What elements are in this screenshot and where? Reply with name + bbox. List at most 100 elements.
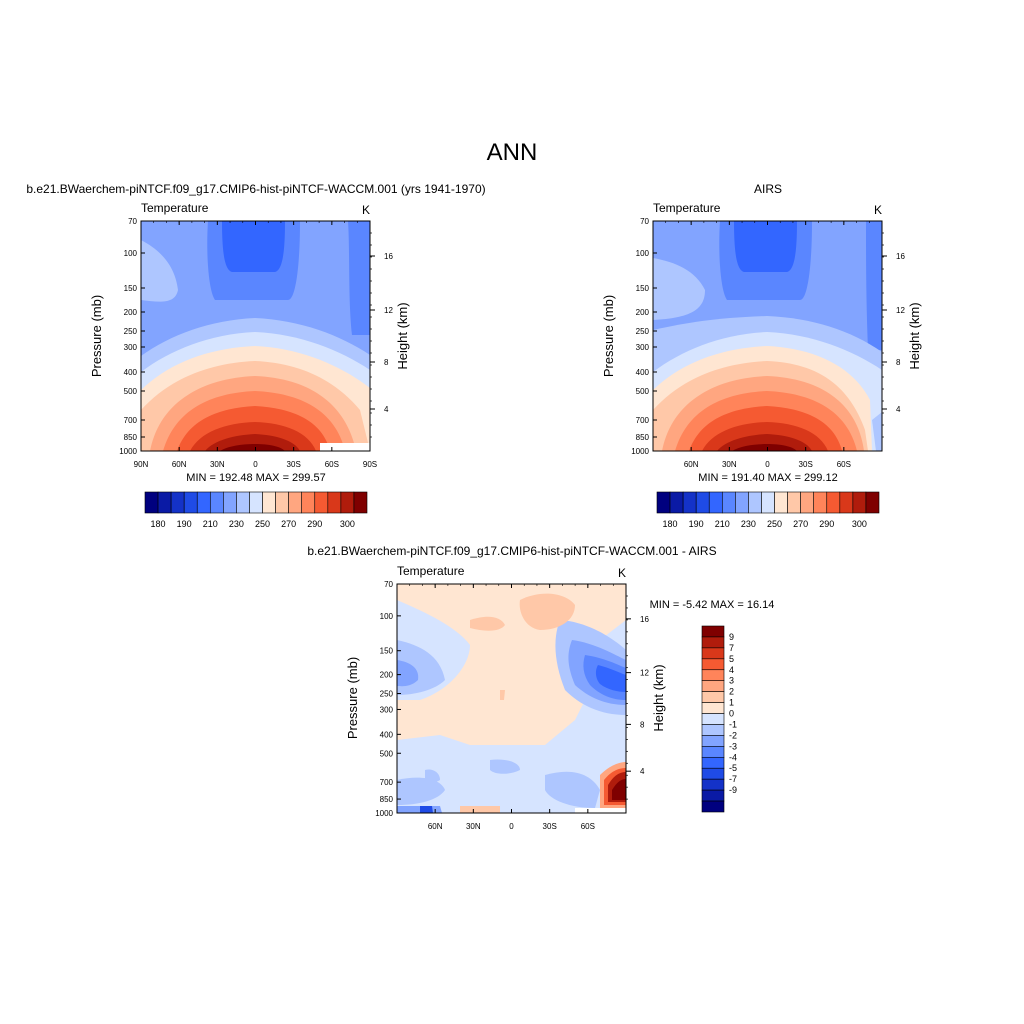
colorbar-swatch bbox=[774, 491, 788, 514]
y-right-tick-label: 16 bbox=[640, 615, 649, 624]
colorbar-label: 5 bbox=[729, 654, 734, 664]
panel-diff-right-label: K bbox=[618, 566, 626, 580]
colorbar-label: 9 bbox=[729, 632, 734, 642]
colorbar-swatch bbox=[275, 491, 289, 514]
x-tick-label: 60N bbox=[428, 822, 443, 831]
y-tick-label: 700 bbox=[380, 778, 394, 787]
colorbar-swatch bbox=[701, 625, 725, 638]
colorbar-swatch bbox=[701, 746, 725, 758]
colorbar-swatch bbox=[852, 491, 867, 514]
y-tick-label: 100 bbox=[380, 612, 394, 621]
colorbar-label: 0 bbox=[729, 709, 734, 719]
y-right-tick-label: 12 bbox=[896, 306, 905, 315]
panel-model-ylabel-right: Height (km) bbox=[395, 302, 410, 369]
y-tick-label: 70 bbox=[128, 217, 137, 226]
y-tick-label: 400 bbox=[124, 368, 138, 377]
y-tick-label: 250 bbox=[380, 690, 394, 699]
colorbar-swatch bbox=[288, 491, 303, 514]
panel-diff-axes: 70 100 150 200 250 300 400 500 700 850 1000 16 12 8 4 6… bbox=[375, 580, 649, 831]
colorbar-swatch bbox=[748, 491, 762, 514]
x-tick-label: 30N bbox=[210, 460, 225, 469]
panel-model-axes: 70 100 150 200 250 300 400 500 700 850 1000 16 12 8 4 9… bbox=[119, 217, 393, 469]
colorbar-swatch bbox=[170, 491, 185, 514]
colorbar-swatch bbox=[761, 491, 775, 514]
y-tick-label: 150 bbox=[636, 284, 650, 293]
colorbar-swatch bbox=[157, 491, 172, 514]
colorbar-swatch bbox=[301, 491, 316, 514]
panel-model-stats: MIN = 192.48 MAX = 299.57 bbox=[186, 472, 325, 484]
x-tick-label: 60S bbox=[325, 460, 339, 469]
colorbar-label: 2 bbox=[729, 687, 734, 697]
colorbar-label: 290 bbox=[307, 519, 322, 529]
colorbar-label: 3 bbox=[729, 676, 734, 686]
y-right-tick-label: 4 bbox=[384, 405, 389, 414]
colorbar-label: -4 bbox=[729, 752, 737, 762]
colorbar-label: 230 bbox=[741, 519, 756, 529]
panel-model-contours bbox=[141, 221, 370, 451]
colorbar-swatch bbox=[223, 491, 237, 514]
panel-model-colorbar: 180 190 210 230 250 270 290 300 bbox=[144, 491, 368, 529]
colorbar-swatch bbox=[701, 702, 725, 714]
colorbar-swatch bbox=[701, 724, 725, 736]
y-tick-label: 700 bbox=[636, 416, 650, 425]
y-tick-label: 200 bbox=[124, 308, 138, 317]
colorbar-label: 300 bbox=[340, 519, 355, 529]
y-right-tick-label: 4 bbox=[640, 767, 645, 776]
panel-model-ylabel: Pressure (mb) bbox=[89, 295, 104, 377]
y-tick-label: 200 bbox=[380, 671, 394, 680]
colorbar-swatch bbox=[701, 778, 725, 791]
colorbar-swatch bbox=[314, 491, 329, 514]
colorbar-swatch bbox=[701, 713, 725, 725]
x-tick-label: 30S bbox=[799, 460, 813, 469]
colorbar-swatch bbox=[701, 647, 725, 660]
colorbar-label: 270 bbox=[281, 519, 296, 529]
colorbar-swatch bbox=[669, 491, 684, 514]
colorbar-label: 290 bbox=[819, 519, 834, 529]
y-right-tick-label: 12 bbox=[384, 306, 393, 315]
x-tick-label: 30N bbox=[722, 460, 737, 469]
colorbar-swatch bbox=[865, 491, 880, 514]
colorbar-swatch bbox=[262, 491, 276, 514]
panel-airs-contours bbox=[653, 221, 882, 451]
x-tick-label: 30N bbox=[466, 822, 481, 831]
colorbar-swatch bbox=[249, 491, 263, 514]
colorbar-label: 4 bbox=[729, 665, 734, 675]
panel-diff-ylabel-right: Height (km) bbox=[651, 664, 666, 731]
x-tick-label: 60N bbox=[172, 460, 187, 469]
y-tick-label: 850 bbox=[380, 795, 394, 804]
colorbar-swatch bbox=[695, 491, 710, 514]
colorbar-label: 210 bbox=[203, 519, 218, 529]
colorbar-swatch bbox=[813, 491, 828, 514]
colorbar-label: 270 bbox=[793, 519, 808, 529]
colorbar-label: -1 bbox=[729, 719, 737, 729]
colorbar-swatch bbox=[144, 491, 159, 514]
x-tick-label: 90S bbox=[363, 460, 377, 469]
y-tick-label: 500 bbox=[380, 749, 394, 758]
panel-airs-colorbar: 180 190 210 230 250 270 290 300 bbox=[656, 491, 880, 529]
panel-airs-axes: 70 100 150 200 250 300 400 500 700 850 1000 16 12 8 4 6… bbox=[631, 217, 905, 469]
y-tick-label: 400 bbox=[380, 730, 394, 739]
colorbar-label: -5 bbox=[729, 763, 737, 773]
x-tick-label: 0 bbox=[253, 460, 258, 469]
panel-airs-ylabel-right: Height (km) bbox=[907, 302, 922, 369]
y-tick-label: 850 bbox=[124, 433, 138, 442]
colorbar-label: 250 bbox=[767, 519, 782, 529]
panel-model-right-label: K bbox=[362, 203, 370, 217]
panel-diff-title: b.e21.BWaerchem-piNTCF.f09_g17.CMIP6-his… bbox=[307, 544, 716, 558]
y-tick-label: 400 bbox=[636, 368, 650, 377]
y-tick-label: 500 bbox=[636, 387, 650, 396]
colorbar-label: -2 bbox=[729, 730, 737, 740]
panel-airs-left-label: Temperature bbox=[653, 201, 721, 215]
y-tick-label: 1000 bbox=[631, 447, 649, 456]
colorbar-label: -9 bbox=[729, 785, 737, 795]
x-tick-label: 0 bbox=[765, 460, 770, 469]
y-right-tick-label: 8 bbox=[384, 358, 389, 367]
panel-airs-ylabel: Pressure (mb) bbox=[601, 295, 616, 377]
colorbar-label: 210 bbox=[715, 519, 730, 529]
y-tick-label: 850 bbox=[636, 433, 650, 442]
colorbar-swatch bbox=[327, 491, 342, 514]
colorbar-swatch bbox=[701, 800, 725, 813]
x-tick-label: 30S bbox=[287, 460, 301, 469]
